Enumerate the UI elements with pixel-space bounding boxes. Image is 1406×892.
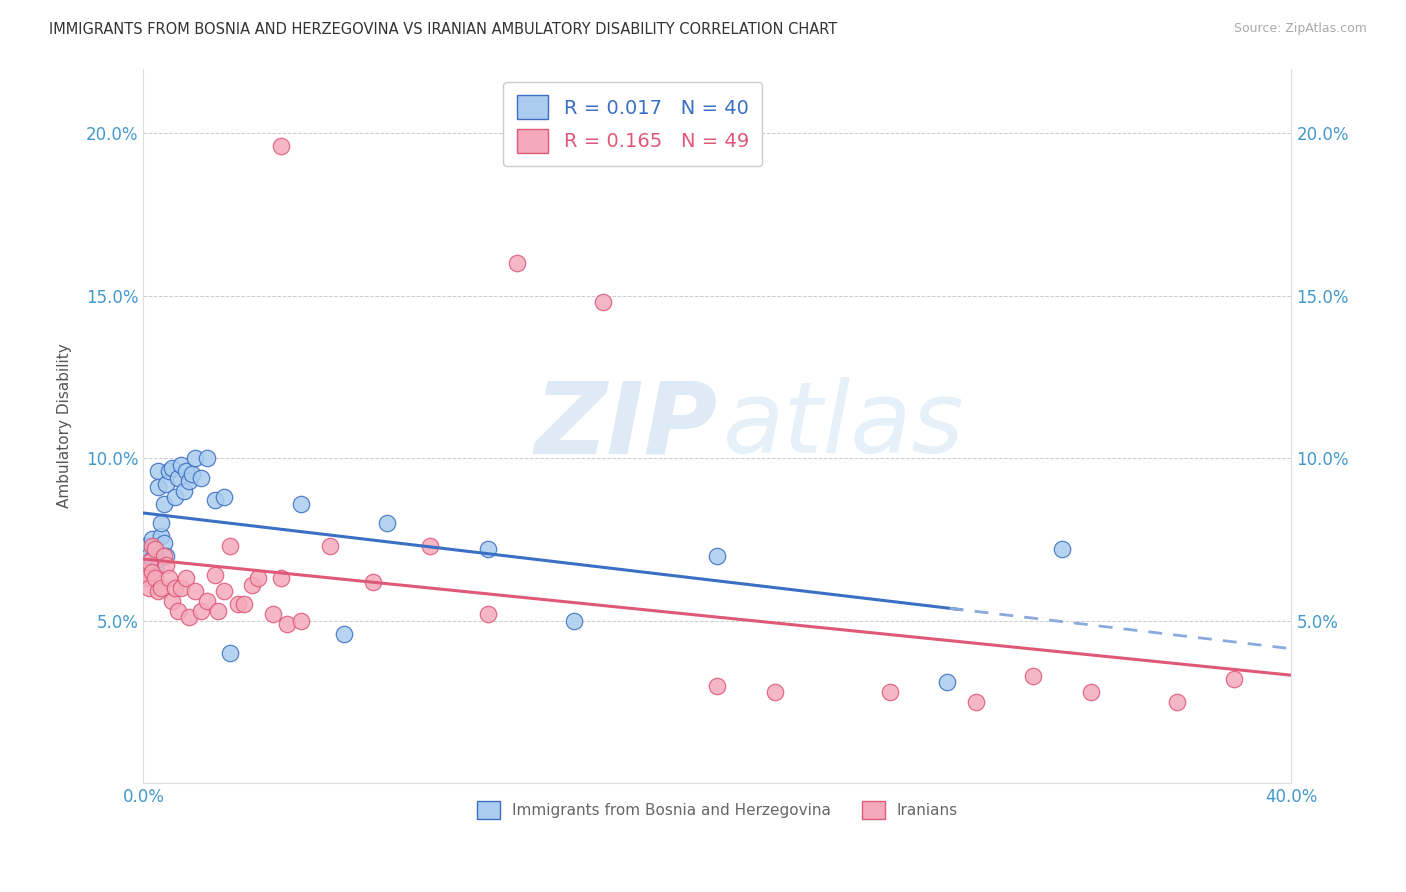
Point: [1050, 542, 1073, 557]
Point: [195, 594, 218, 608]
Point: [141, 539, 163, 553]
Point: [1080, 685, 1102, 699]
Point: [152, 549, 174, 563]
Point: [143, 542, 166, 557]
Point: [149, 516, 172, 531]
Point: [477, 607, 499, 622]
Text: IMMIGRANTS FROM BOSNIA AND HERZEGOVINA VS IRANIAN AMBULATORY DISABILITY CORRELAT: IMMIGRANTS FROM BOSNIA AND HERZEGOVINA V…: [49, 22, 838, 37]
Point: [242, 578, 264, 592]
Point: [562, 614, 585, 628]
Point: [419, 539, 441, 553]
Point: [146, 552, 169, 566]
Point: [270, 571, 292, 585]
Point: [1022, 669, 1045, 683]
Point: [146, 481, 169, 495]
Point: [505, 256, 527, 270]
Point: [319, 539, 342, 553]
Point: [160, 594, 183, 608]
Point: [152, 535, 174, 549]
Point: [226, 598, 249, 612]
Point: [290, 614, 312, 628]
Point: [218, 646, 240, 660]
Point: [763, 685, 786, 699]
Point: [143, 562, 166, 576]
Point: [179, 610, 201, 624]
Point: [138, 549, 160, 563]
Point: [155, 558, 177, 573]
Text: ZIP: ZIP: [534, 377, 717, 475]
Point: [157, 464, 180, 478]
Point: [276, 616, 298, 631]
Point: [195, 451, 218, 466]
Text: Source: ZipAtlas.com: Source: ZipAtlas.com: [1233, 22, 1367, 36]
Point: [377, 516, 399, 531]
Point: [146, 464, 169, 478]
Point: [184, 451, 207, 466]
Point: [135, 571, 157, 585]
Point: [190, 604, 212, 618]
Point: [179, 474, 201, 488]
Point: [218, 539, 240, 553]
Point: [361, 574, 384, 589]
Point: [170, 581, 193, 595]
Point: [141, 565, 163, 579]
Point: [181, 467, 204, 482]
Point: [160, 461, 183, 475]
Point: [477, 542, 499, 557]
Point: [333, 626, 356, 640]
Point: [965, 695, 987, 709]
Point: [157, 571, 180, 585]
Point: [135, 565, 157, 579]
Point: [232, 598, 254, 612]
Y-axis label: Ambulatory Disability: Ambulatory Disability: [58, 343, 72, 508]
Point: [167, 471, 190, 485]
Point: [152, 497, 174, 511]
Point: [176, 464, 198, 478]
Point: [173, 483, 195, 498]
Point: [138, 555, 160, 569]
Point: [184, 584, 207, 599]
Point: [212, 490, 235, 504]
Text: atlas: atlas: [723, 377, 965, 475]
Point: [879, 685, 901, 699]
Point: [190, 471, 212, 485]
Point: [204, 568, 226, 582]
Point: [155, 549, 177, 563]
Point: [204, 493, 226, 508]
Point: [706, 549, 728, 563]
Point: [155, 477, 177, 491]
Point: [247, 571, 270, 585]
Point: [141, 552, 163, 566]
Point: [163, 490, 186, 504]
Point: [270, 139, 292, 153]
Point: [706, 679, 728, 693]
Point: [135, 539, 157, 553]
Point: [143, 539, 166, 553]
Legend: Immigrants from Bosnia and Herzegovina, Iranians: Immigrants from Bosnia and Herzegovina, …: [471, 795, 965, 825]
Point: [135, 555, 157, 569]
Point: [1166, 695, 1188, 709]
Point: [149, 529, 172, 543]
Point: [262, 607, 284, 622]
Point: [146, 584, 169, 599]
Point: [138, 581, 160, 595]
Point: [936, 675, 959, 690]
Point: [1223, 672, 1246, 686]
Point: [592, 295, 614, 310]
Point: [207, 604, 229, 618]
Point: [149, 581, 172, 595]
Point: [290, 497, 312, 511]
Point: [170, 458, 193, 472]
Point: [212, 584, 235, 599]
Point: [163, 581, 186, 595]
Point: [141, 533, 163, 547]
Point: [138, 562, 160, 576]
Point: [167, 604, 190, 618]
Point: [143, 571, 166, 585]
Point: [176, 571, 198, 585]
